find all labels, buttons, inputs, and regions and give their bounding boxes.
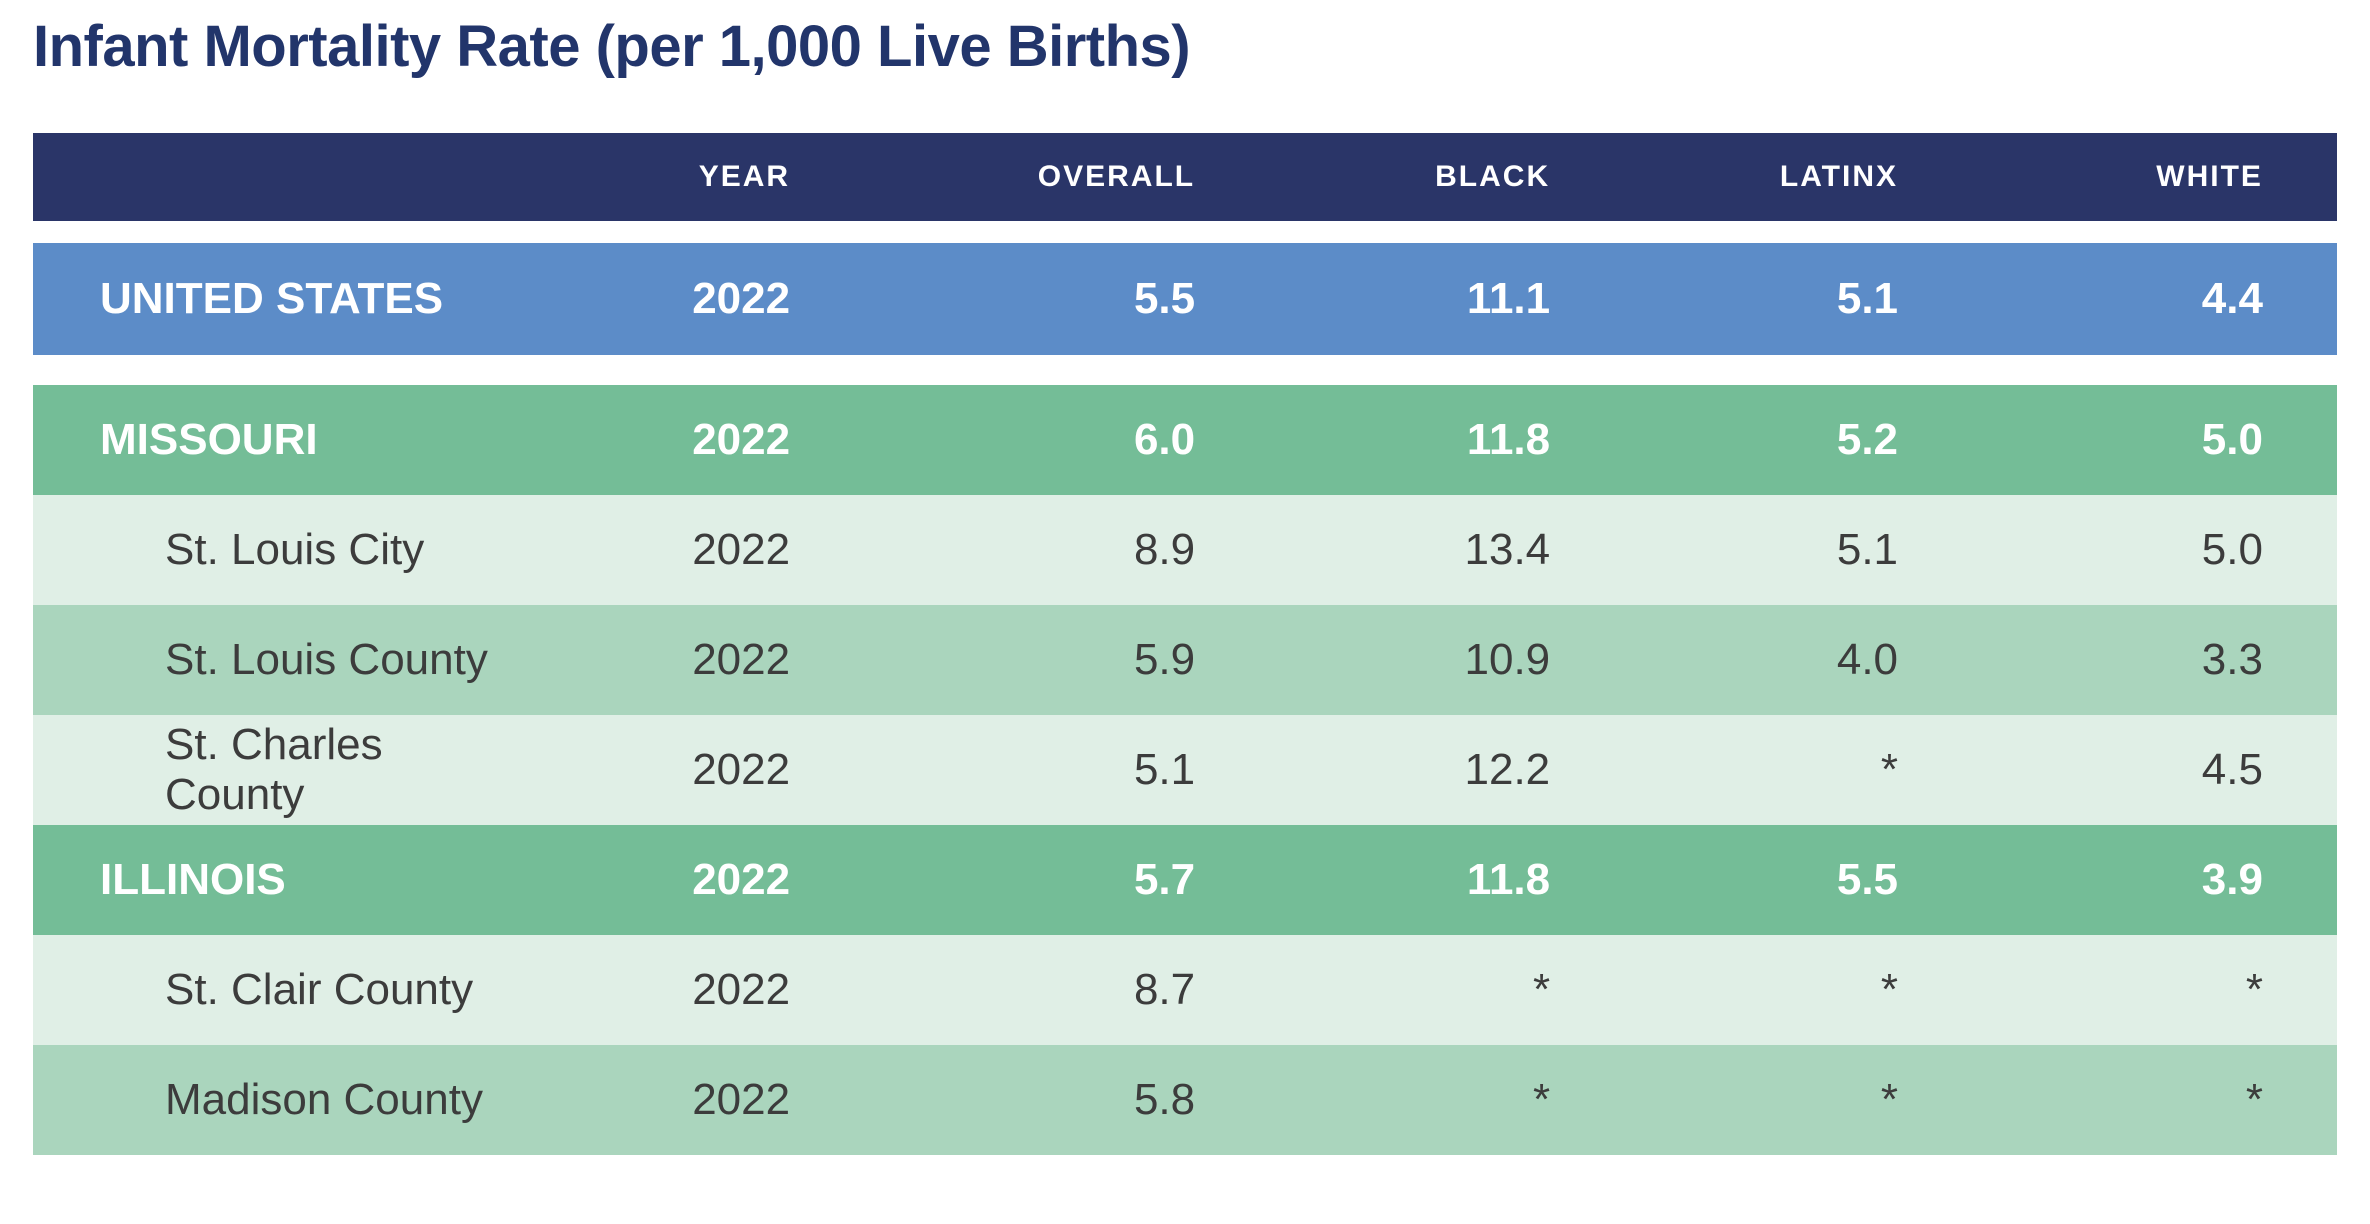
row-label: St. Louis City: [165, 524, 425, 574]
page: Infant Mortality Rate (per 1,000 Live Bi…: [0, 14, 2370, 1224]
row-label: St. Clair County: [165, 964, 474, 1014]
cell-year: 2022: [692, 273, 791, 323]
row-label: MISSOURI: [100, 414, 318, 464]
column-header-overall: OVERALL: [1037, 159, 1196, 193]
cell-white: 5.0: [2201, 414, 2263, 464]
column-header-black: BLACK: [1435, 159, 1551, 193]
page-title: Infant Mortality Rate (per 1,000 Live Bi…: [33, 14, 1191, 79]
cell-latinx: 5.2: [1836, 414, 1899, 464]
table-row-united-states: UNITED STATES 2022 5.5 11.1 5.1 4.4: [33, 242, 2337, 355]
cell-white: *: [2245, 1074, 2263, 1124]
table-row-madison-county: Madison County 2022 5.8 * * *: [33, 1044, 2337, 1155]
cell-white: 3.3: [2201, 634, 2263, 684]
cell-overall: 5.8: [1133, 1074, 1196, 1124]
cell-latinx: 5.1: [1836, 524, 1899, 574]
cell-year: 2022: [692, 744, 791, 794]
cell-white: 4.4: [2201, 273, 2263, 323]
cell-year: 2022: [692, 1074, 791, 1124]
table-row-illinois: ILLINOIS 2022 5.7 11.8 5.5 3.9: [33, 824, 2337, 935]
cell-year: 2022: [692, 964, 791, 1014]
cell-white: 4.5: [2201, 744, 2263, 794]
cell-overall: 5.9: [1133, 634, 1196, 684]
cell-black: 11.8: [1466, 854, 1551, 904]
cell-overall: 8.7: [1133, 964, 1196, 1014]
column-header-latinx: LATINX: [1779, 159, 1899, 193]
table-row-missouri: MISSOURI 2022 6.0 11.8 5.2 5.0: [33, 384, 2337, 495]
row-label: ILLINOIS: [100, 854, 286, 904]
cell-black: 10.9: [1464, 634, 1551, 684]
cell-overall: 6.0: [1133, 414, 1196, 464]
cell-black: *: [1533, 964, 1551, 1014]
cell-latinx: *: [1880, 744, 1899, 794]
cell-latinx: 4.0: [1836, 634, 1899, 684]
cell-year: 2022: [692, 854, 791, 904]
table-row-st-louis-city: St. Louis City 2022 8.9 13.4 5.1 5.0: [33, 494, 2337, 605]
row-label: Madison County: [165, 1074, 483, 1124]
cell-black: 11.1: [1466, 273, 1551, 323]
cell-overall: 5.1: [1133, 744, 1196, 794]
cell-white: *: [2245, 964, 2263, 1014]
cell-latinx: 5.1: [1836, 273, 1899, 323]
cell-black: 11.8: [1466, 414, 1551, 464]
infant-mortality-table: YEAR OVERALL BLACK LATINX WHITE UNITED S…: [33, 132, 2337, 1155]
cell-black: 12.2: [1464, 744, 1551, 794]
row-label: St. Charles County: [165, 719, 383, 819]
cell-black: 13.4: [1464, 524, 1551, 574]
table-row-st-charles-county: St. Charles County 2022 5.1 12.2 * 4.5: [33, 714, 2337, 825]
cell-white: 5.0: [2201, 524, 2263, 574]
row-label: St. Louis County: [165, 634, 488, 684]
cell-latinx: 5.5: [1836, 854, 1899, 904]
table-row-st-louis-county: St. Louis County 2022 5.9 10.9 4.0 3.3: [33, 604, 2337, 715]
cell-white: 3.9: [2201, 854, 2263, 904]
cell-year: 2022: [692, 634, 791, 684]
cell-latinx: *: [1880, 964, 1899, 1014]
cell-year: 2022: [692, 524, 791, 574]
cell-overall: 5.7: [1133, 854, 1196, 904]
cell-black: *: [1533, 1074, 1551, 1124]
cell-year: 2022: [692, 414, 791, 464]
cell-latinx: *: [1880, 1074, 1899, 1124]
table-row-st-clair-county: St. Clair County 2022 8.7 * * *: [33, 934, 2337, 1045]
row-label: UNITED STATES: [100, 273, 444, 323]
cell-overall: 8.9: [1133, 524, 1196, 574]
column-header-white: WHITE: [2156, 159, 2263, 193]
table-header-row: YEAR OVERALL BLACK LATINX WHITE: [33, 132, 2337, 221]
cell-overall: 5.5: [1133, 273, 1196, 323]
column-header-year: YEAR: [698, 159, 791, 193]
